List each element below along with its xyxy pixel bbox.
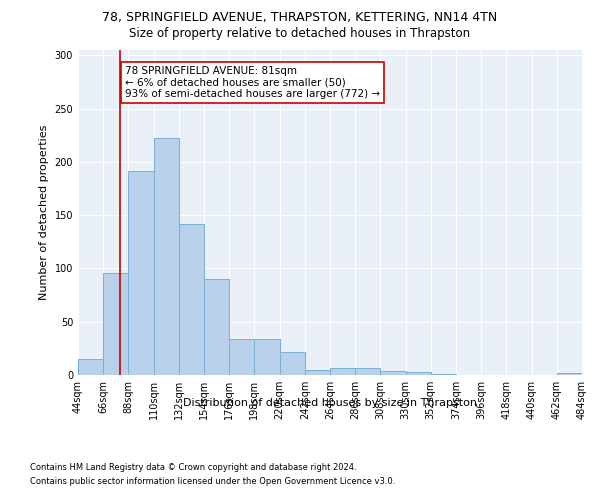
Bar	[330, 368, 355, 375]
Bar	[280, 352, 305, 375]
Text: 78 SPRINGFIELD AVENUE: 81sqm
← 6% of detached houses are smaller (50)
93% of sem: 78 SPRINGFIELD AVENUE: 81sqm ← 6% of det…	[125, 66, 380, 99]
Bar	[431, 374, 456, 375]
Bar	[406, 372, 431, 375]
Bar	[254, 339, 280, 375]
Bar	[103, 272, 128, 375]
Bar	[78, 359, 103, 375]
Text: Size of property relative to detached houses in Thrapston: Size of property relative to detached ho…	[130, 28, 470, 40]
Text: Contains HM Land Registry data © Crown copyright and database right 2024.: Contains HM Land Registry data © Crown c…	[30, 462, 356, 471]
Bar	[154, 138, 179, 375]
Y-axis label: Number of detached properties: Number of detached properties	[39, 125, 49, 300]
Bar	[128, 172, 154, 375]
Bar	[204, 279, 229, 375]
Text: 78, SPRINGFIELD AVENUE, THRAPSTON, KETTERING, NN14 4TN: 78, SPRINGFIELD AVENUE, THRAPSTON, KETTE…	[103, 11, 497, 24]
Bar	[229, 339, 254, 375]
Text: Distribution of detached houses by size in Thrapston: Distribution of detached houses by size …	[183, 398, 477, 407]
Text: Contains public sector information licensed under the Open Government Licence v3: Contains public sector information licen…	[30, 478, 395, 486]
Bar	[355, 368, 380, 375]
Bar	[305, 370, 330, 375]
Bar	[557, 373, 582, 375]
Bar	[380, 370, 406, 375]
Bar	[179, 224, 204, 375]
